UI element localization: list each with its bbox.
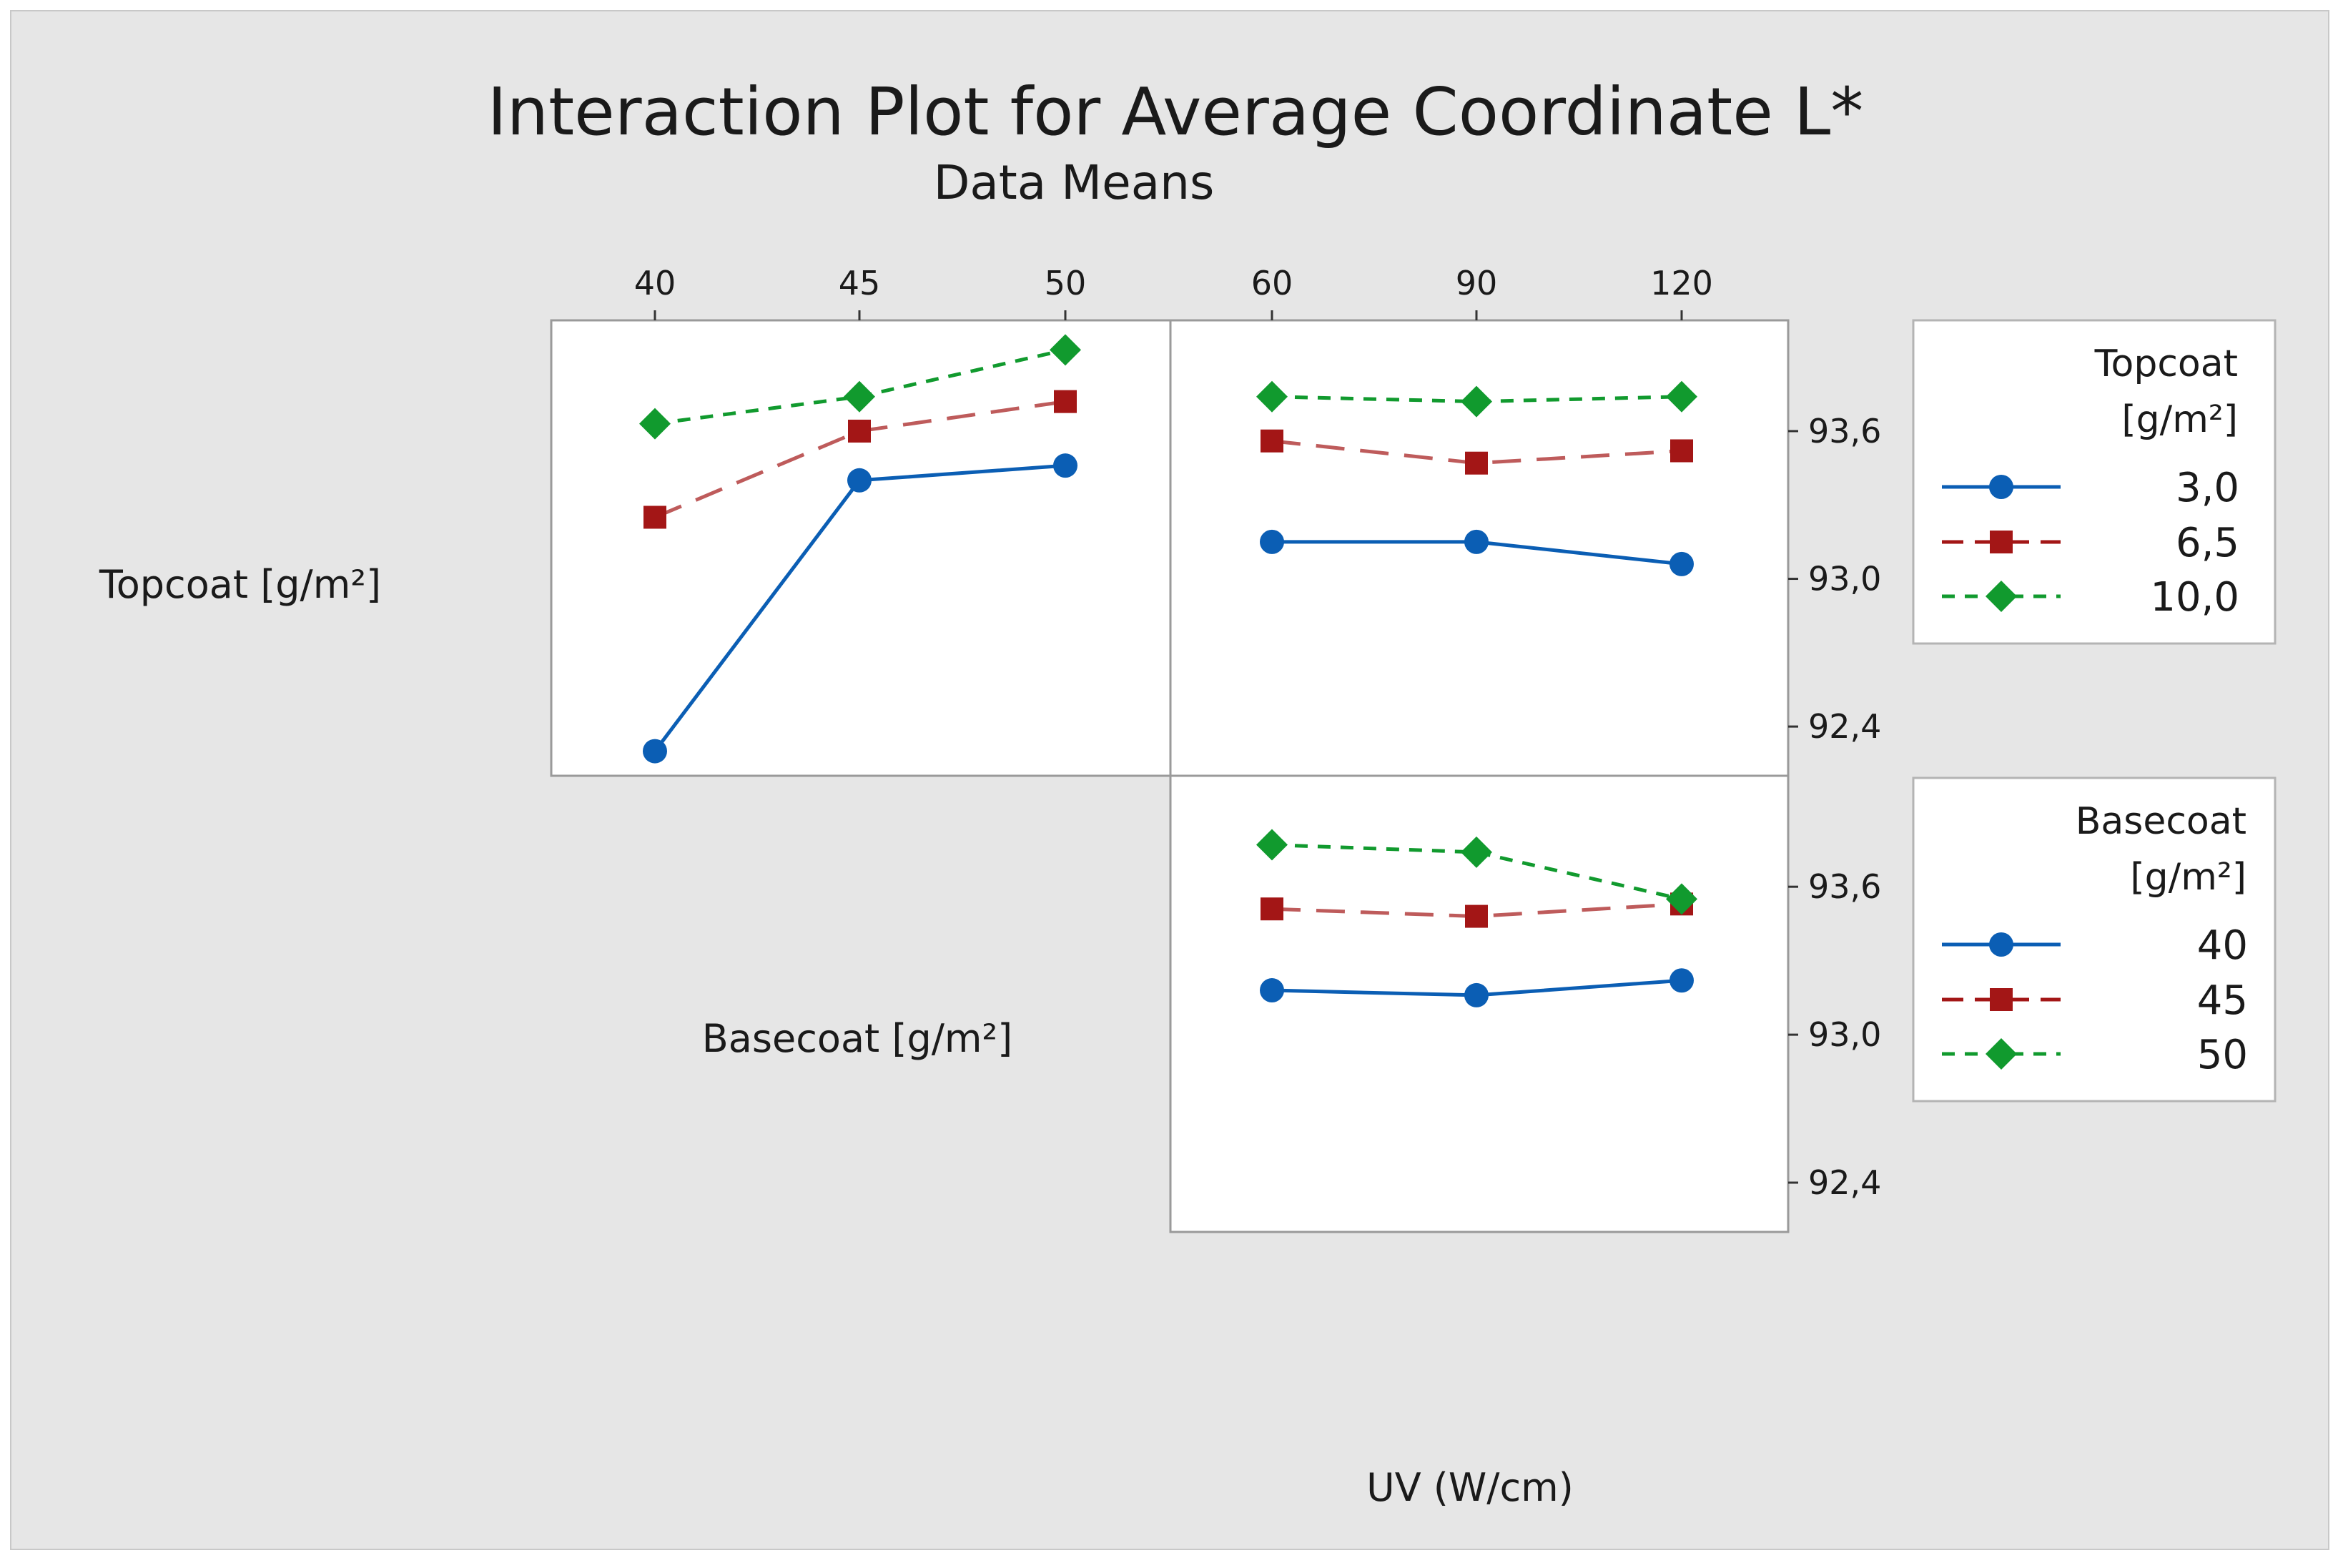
legend-topcoat-box [1912,319,2277,645]
panel-topcoat-by-uv: 60 90 120 93,6 93,0 92,4 [1169,264,1881,777]
x-tick-label: 50 [1045,264,1087,302]
chart-title: Interaction Plot for Average Coordinate … [488,74,1864,150]
data-point-diamond [1461,836,1492,868]
data-point-square [643,506,666,529]
x-axis-label: UV (W/cm) [1366,1465,1574,1510]
data-point-circle [1669,551,1694,576]
data-point-square [848,419,871,443]
panel-3-y-ticks: 93,6 93,0 92,4 [1788,867,1881,1202]
legend-basecoat-unit: [g/m²] [2130,856,2246,899]
chart-subtitle: Data Means [934,155,1215,210]
data-point-diamond [1256,829,1288,861]
legend-topcoat-entries: 3,0 6,5 10,0 [1942,465,2239,621]
interaction-plot: Interaction Plot for Average Coordinate … [99,74,2277,1510]
legend-marker-diamond [1986,1038,2017,1070]
x-tick-label: 45 [839,264,881,302]
data-point-square [1054,390,1077,413]
data-point-square [1670,439,1693,463]
data-point-square [1465,904,1488,928]
legend-marker-square [1990,988,2013,1011]
legend-basecoat-box [1912,776,2277,1103]
data-point-circle [1053,453,1077,478]
data-point-diamond [639,408,671,440]
legend-entry-label: 10,0 [2150,574,2239,621]
data-point-circle [1464,982,1489,1007]
series-line-50 [1271,843,1682,901]
y-tick-label: 93,0 [1808,1015,1881,1054]
legend-entry-label: 6,5 [2176,520,2239,566]
panel-1-series [639,334,1081,764]
panel-topcoat-by-basecoat: 40 45 50 [550,264,1172,777]
data-point-circle [1669,968,1694,993]
data-point-square [1261,429,1283,453]
legend-marker-circle [1989,475,2013,499]
legend-basecoat-title: Basecoat [2076,800,2246,843]
legend-basecoat-entries: 40 45 50 [1942,922,2248,1078]
data-point-circle [1464,529,1489,554]
y-tick-label: 92,4 [1808,1163,1881,1202]
panel-2-x-ticks: 60 90 120 [1251,264,1713,320]
row-label-topcoat: Topcoat [g/m²] [99,562,381,607]
x-tick-label: 40 [634,264,676,302]
legend-marker-diamond [1986,581,2017,612]
y-tick-label: 92,4 [1808,707,1881,746]
legend-entry-label: 40 [2197,922,2248,969]
y-tick-label: 93,6 [1808,412,1881,450]
data-point-square [1465,451,1488,475]
x-tick-label: 60 [1251,264,1293,302]
panel-2-series [1256,380,1697,576]
y-tick-label: 93,0 [1808,560,1881,598]
data-point-square [1261,897,1283,921]
legend-entry-label: 45 [2197,977,2248,1024]
data-point-diamond [1666,883,1697,915]
row-label-basecoat: Basecoat [g/m²] [702,1016,1013,1061]
data-point-diamond [1666,380,1697,413]
chart-frame: Interaction Plot for Average Coordinate … [10,10,2329,1550]
data-point-diamond [1050,334,1081,366]
panel-1-x-ticks: 40 45 50 [634,264,1087,320]
data-point-diamond [1256,380,1288,413]
data-point-circle [1260,978,1284,1003]
legend-topcoat: Topcoat [g/m²] 3,0 6,5 10,0 [1912,319,2277,645]
panel-3-series [1256,829,1697,1007]
data-point-diamond [1461,385,1492,418]
x-tick-label: 90 [1456,264,1498,302]
y-tick-label: 93,6 [1808,867,1881,906]
legend-topcoat-unit: [g/m²] [2121,398,2238,441]
data-point-diamond [844,380,875,413]
data-point-circle [643,739,667,764]
legend-basecoat: Basecoat [g/m²] 40 45 50 [1912,776,2277,1103]
legend-entry-label: 3,0 [2176,465,2239,511]
data-point-circle [1260,529,1284,554]
panel-basecoat-by-uv: 93,6 93,0 92,4 [1169,774,1881,1233]
panel-2-y-ticks: 93,6 93,0 92,4 [1788,412,1881,746]
legend-topcoat-title: Topcoat [2094,342,2238,385]
legend-entry-label: 50 [2197,1032,2248,1078]
legend-marker-circle [1989,932,2013,957]
data-point-circle [847,468,872,493]
x-tick-label: 120 [1650,264,1713,302]
legend-marker-square [1990,531,2013,553]
